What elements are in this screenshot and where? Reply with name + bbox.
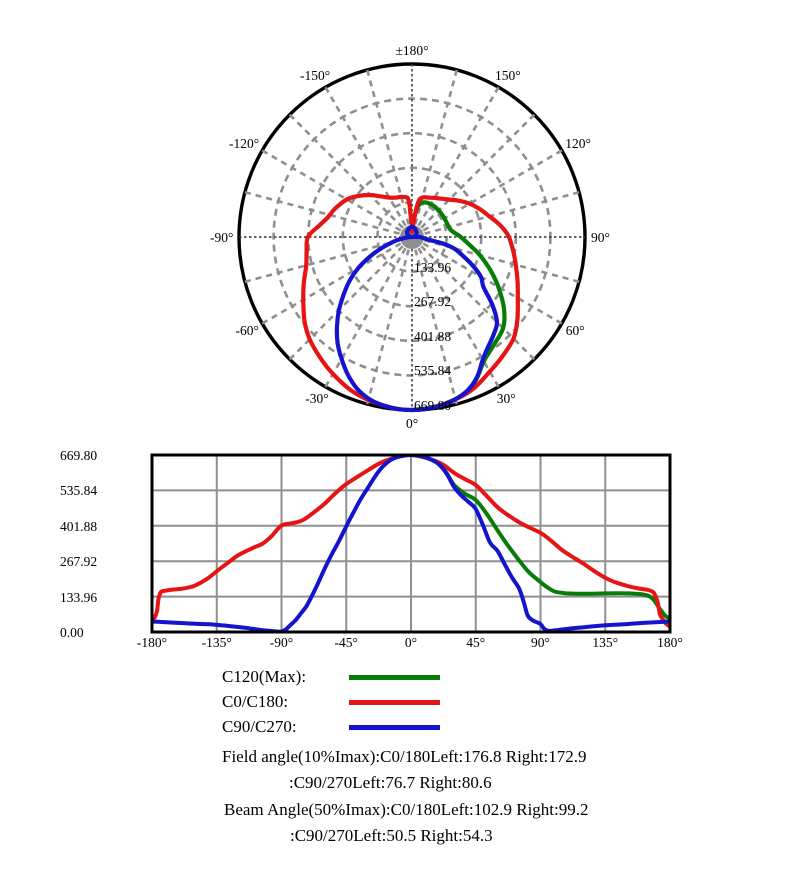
y-tick-267.92: 267.92 [60,554,98,570]
polar-angle-label-0: 0° [406,416,419,431]
polar-angle-label--150: -150° [300,67,331,83]
polar-angle-label--120: -120° [228,136,260,152]
legend-label-c90-c270: C90/C270: [222,717,297,736]
polar-ring-label-267.92: 267.92 [414,294,452,310]
y-tick-133.96: 133.96 [60,589,98,605]
legend-line-c0-c180 [349,700,440,705]
x-tick--45°: -45° [334,635,358,650]
polar-angle-label--30: -30° [305,391,329,406]
x-tick--135°: -135° [201,635,232,650]
field-angle-c0-line: Field angle(10%Imax):C0/180Left:176.8 Ri… [222,747,587,766]
polar-angle-label-60: 60° [565,322,585,338]
y-tick-669.80: 669.80 [60,448,98,463]
intensity-curve-chart [150,453,672,634]
y-tick-0.00: 0.00 [60,625,84,640]
y-tick-535.84: 535.84 [60,483,98,499]
legend-row-c90-c270: C90/C270: [0,716,805,738]
polar-angle-label-150: 150° [495,67,521,83]
x-tick-180°: 180° [657,635,683,650]
polar-angle-label-180: ±180° [395,43,429,58]
polar-ring-label-401.88: 401.88 [414,328,452,344]
polar-ring-label-133.96: 133.96 [414,259,452,275]
legend-label-c120: C120(Max): [222,667,307,686]
x-tick-90°: 90° [531,635,550,650]
polar-ring-label-535.84: 535.84 [414,363,452,379]
x-tick-45°: 45° [466,635,486,650]
x-tick-135°: 135° [592,635,619,650]
field-angle-c90-line: :C90/270Left:76.7 Right:80.6 [289,773,492,792]
polar-angle-label--90: -90° [210,229,234,245]
polar-ring-label-669.80: 669.80 [414,398,452,413]
x-tick--180°: -180° [136,635,168,650]
x-tick--90°: -90° [269,635,294,650]
polar-diagram [237,62,587,413]
y-tick-401.88: 401.88 [60,518,98,534]
polar-angle-label-120: 120° [565,136,591,152]
legend-row-c120: C120(Max): [0,666,805,688]
polar-curve-C90/C270 [334,224,500,413]
beam-angle-c0-line: Beam Angle(50%Imax):C0/180Left:102.9 Rig… [224,800,589,819]
polar-angle-label-30: 30° [496,391,516,406]
legend-line-c90-c270 [349,725,440,730]
polar-angle-label-90: 90° [591,229,610,245]
legend-label-c0-c180: C0/C180: [222,692,289,711]
x-tick-0°: 0° [404,635,418,650]
legend-line-c120 [349,675,440,680]
polar-angle-label--60: -60° [235,322,259,338]
legend-row-c0-c180: C0/C180: [0,691,805,713]
beam-angle-c90-line: :C90/270Left:50.5 Right:54.3 [290,826,493,845]
